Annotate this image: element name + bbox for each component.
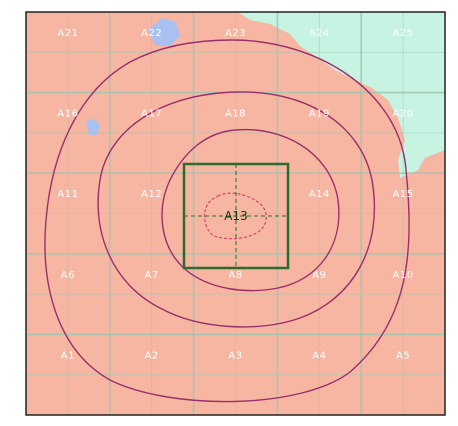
cell-label-a15: A15 (393, 189, 414, 200)
cell-label-a22: A22 (141, 28, 162, 39)
cell-label-a19: A19 (309, 109, 330, 120)
cell-label-a21: A21 (57, 28, 78, 39)
cell-label-a11: A11 (57, 189, 78, 200)
contour-middle (97, 91, 376, 328)
cell-label-a9: A9 (312, 270, 326, 281)
cell-label-a4: A4 (312, 350, 326, 361)
cell-label-a16: A16 (57, 109, 78, 120)
cell-label-a20: A20 (393, 109, 414, 120)
cell-label-a12: A12 (141, 189, 162, 200)
water-area (238, 12, 445, 178)
cell-label-a18: A18 (225, 109, 246, 120)
cell-label-a23: A23 (225, 28, 246, 39)
cell-label-a6: A6 (61, 270, 75, 281)
pond-area (148, 18, 180, 46)
contour-lines (44, 39, 410, 403)
contour-inner (161, 128, 340, 292)
cell-label-a10: A10 (393, 270, 414, 281)
cell-label-a3: A3 (228, 350, 242, 361)
pond-area (86, 118, 100, 136)
center-cell-label: A13 (224, 209, 247, 223)
cell-label-a1: A1 (61, 350, 75, 361)
cell-label-a8: A8 (228, 270, 242, 281)
cell-labels: A21 A22 A23 A24 A25 A16 A17 A18 A19 A20 A11 A12 A14 A… (57, 28, 413, 361)
contour-outer (44, 39, 410, 403)
contour-core (204, 192, 267, 240)
cell-label-a17: A17 (141, 109, 162, 120)
map-frame (25, 11, 446, 416)
cell-label-a25: A25 (393, 28, 414, 39)
cell-label-a7: A7 (145, 270, 159, 281)
cell-label-a2: A2 (145, 350, 159, 361)
cell-label-a14: A14 (309, 189, 330, 200)
cell-label-a5: A5 (396, 350, 410, 361)
cell-label-a24: A24 (309, 28, 330, 39)
